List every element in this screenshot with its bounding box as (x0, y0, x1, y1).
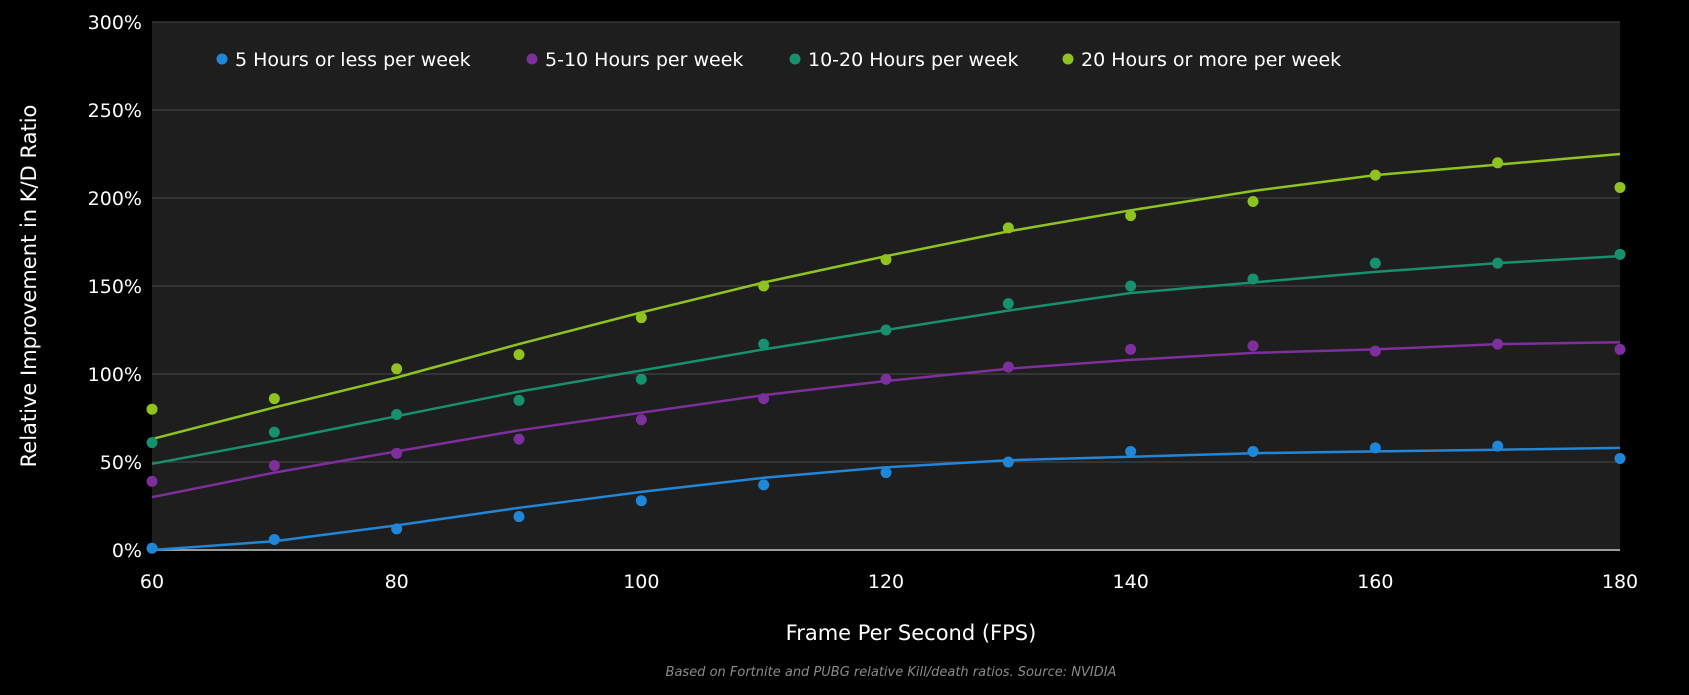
data-point (758, 280, 770, 292)
data-point (268, 460, 280, 472)
data-point (1614, 452, 1626, 464)
data-point (1125, 445, 1137, 457)
data-point (391, 523, 403, 535)
y-tick-label: 150% (88, 276, 142, 298)
data-point (1614, 181, 1626, 193)
data-point (1247, 196, 1259, 208)
data-point (146, 542, 158, 554)
data-point (1002, 298, 1014, 310)
x-axis-ticks: 60 80 100 120 140 160 180 (140, 571, 1638, 593)
data-point (1369, 442, 1381, 454)
x-tick-label: 120 (868, 571, 904, 593)
x-axis-title: Frame Per Second (FPS) (786, 621, 1037, 645)
legend-marker (1062, 53, 1074, 65)
data-point (880, 254, 892, 266)
data-point (1369, 257, 1381, 269)
y-tick-label: 250% (88, 100, 142, 122)
data-point (1492, 157, 1504, 169)
data-point (635, 312, 647, 324)
data-point (1002, 361, 1014, 373)
data-point (1614, 343, 1626, 355)
data-point (880, 324, 892, 336)
data-point (391, 363, 403, 375)
x-tick-label: 80 (385, 571, 409, 593)
x-tick-label: 140 (1113, 571, 1149, 593)
data-point (1125, 343, 1137, 355)
data-point (758, 338, 770, 350)
data-point (1369, 169, 1381, 181)
legend-label: 20 Hours or more per week (1081, 49, 1341, 71)
data-point (391, 408, 403, 420)
legend-marker (526, 53, 538, 65)
y-tick-label: 300% (88, 12, 142, 34)
data-point (1614, 248, 1626, 260)
data-point (1492, 338, 1504, 350)
data-point (513, 349, 525, 361)
legend-marker (789, 53, 801, 65)
data-point (1247, 273, 1259, 285)
data-point (513, 433, 525, 445)
legend-label: 10-20 Hours per week (808, 49, 1018, 71)
data-point (268, 533, 280, 545)
legend-label: 5-10 Hours per week (545, 49, 743, 71)
data-point (1125, 210, 1137, 222)
data-point (268, 426, 280, 438)
data-point (268, 393, 280, 405)
data-point (1002, 456, 1014, 468)
x-tick-label: 160 (1357, 571, 1393, 593)
data-point (1002, 222, 1014, 234)
data-point (391, 447, 403, 459)
source-note: Based on Fortnite and PUBG relative Kill… (666, 665, 1117, 680)
y-axis-ticks: 0% 50% 100% 150% 200% 250% 300% (88, 12, 142, 562)
data-point (1125, 280, 1137, 292)
data-point (635, 373, 647, 385)
data-point (758, 393, 770, 405)
y-tick-label: 100% (88, 364, 142, 386)
data-points (146, 157, 1626, 554)
data-point (146, 403, 158, 415)
data-point (513, 394, 525, 406)
y-tick-label: 200% (88, 188, 142, 210)
legend-label: 5 Hours or less per week (235, 49, 471, 71)
y-axis-title: Relative Improvement in K/D Ratio (17, 105, 41, 468)
data-point (880, 373, 892, 385)
data-point (513, 511, 525, 523)
data-point (1369, 345, 1381, 357)
x-tick-label: 100 (623, 571, 659, 593)
x-tick-label: 180 (1602, 571, 1638, 593)
legend: 5 Hours or less per week 5-10 Hours per w… (216, 49, 1341, 71)
data-point (1492, 257, 1504, 269)
data-point (1247, 445, 1259, 457)
y-tick-label: 0% (112, 540, 142, 562)
y-tick-label: 50% (100, 452, 142, 474)
data-point (1247, 340, 1259, 352)
data-point (1492, 440, 1504, 452)
data-point (758, 479, 770, 491)
data-point (146, 437, 158, 449)
data-point (635, 495, 647, 507)
x-tick-label: 60 (140, 571, 164, 593)
data-point (146, 475, 158, 487)
data-point (880, 467, 892, 479)
legend-marker (216, 53, 228, 65)
data-point (635, 414, 647, 426)
